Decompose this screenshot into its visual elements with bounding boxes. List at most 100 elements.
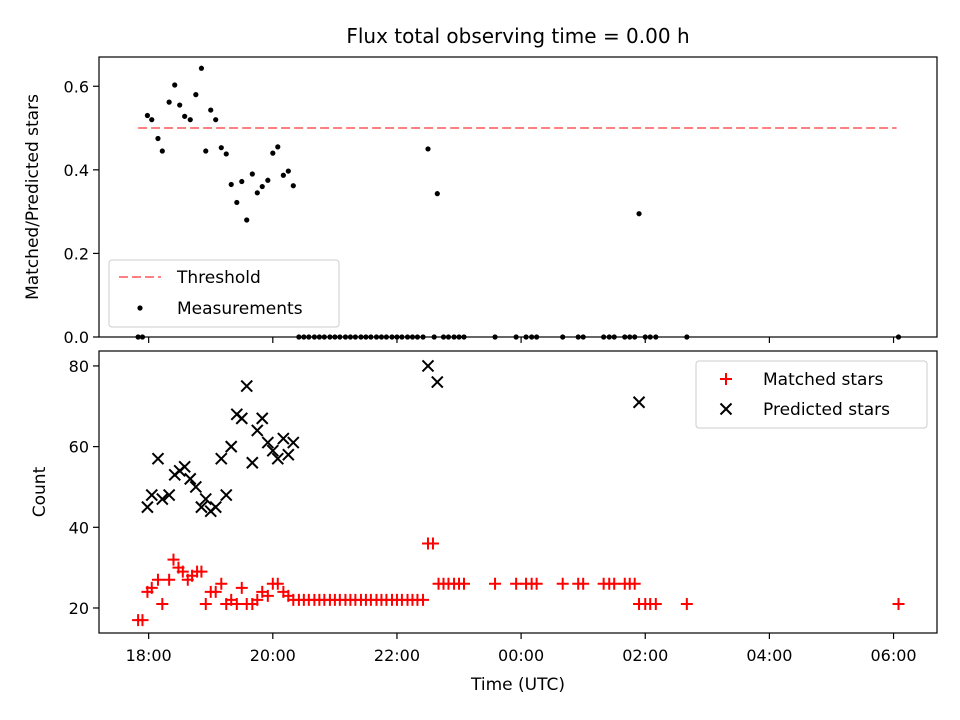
measurement-point [285, 168, 291, 174]
matched-stars-point [215, 577, 228, 590]
measurement-point [193, 92, 199, 98]
measurement-point [144, 112, 151, 119]
predicted-stars-point [141, 500, 154, 514]
matched-stars-point [195, 565, 208, 578]
axes-frame [98, 56, 938, 338]
legend-measurements-swatch [137, 305, 143, 311]
predicted-stars-point [220, 488, 233, 502]
matched-stars-point [271, 577, 284, 590]
matched-stars-point [261, 589, 274, 602]
measurement-point [218, 145, 224, 151]
predicted-stars-point [215, 452, 228, 465]
predicted-stars-point [156, 492, 169, 506]
measurement-point [228, 181, 234, 188]
legend: Threshold Measurements [108, 259, 340, 328]
measurement-point [159, 148, 165, 154]
predicted-stars-point [225, 440, 238, 453]
matched-stars-point [251, 593, 264, 606]
measurement-point [149, 117, 155, 123]
measurement-point [172, 82, 178, 88]
x-tick-label: 20:00 [250, 646, 296, 665]
matched-stars-point [577, 577, 590, 590]
matched-stars-point [530, 577, 543, 590]
y-tick-label: 0.4 [64, 161, 89, 180]
predicted-stars-point [261, 436, 275, 449]
predicted-stars-point [246, 456, 259, 469]
measurement-point [434, 191, 440, 197]
measurement-point [208, 107, 214, 113]
legend: Matched stars Predicted stars [695, 360, 928, 429]
predicted-stars-point [240, 379, 253, 393]
legend-box [695, 360, 928, 429]
legend-label-threshold: Threshold [176, 268, 261, 288]
measurement-point [636, 211, 642, 217]
legend-label-measurements: Measurements [177, 299, 303, 319]
predicted-stars-point [209, 500, 222, 514]
y-axis-label: Count [30, 466, 50, 517]
predicted-stars-point [189, 480, 203, 494]
matched-stars-point [163, 573, 176, 586]
matched-stars-point [649, 597, 662, 610]
matched-stars-point [167, 553, 180, 566]
measurement-point [239, 178, 245, 185]
ratio-panel: 0.0 0.2 0.4 0.6 Matched/Predicted stars Thres… [23, 56, 938, 347]
matched-stars-point [608, 577, 621, 590]
x-tick-label: 00:00 [498, 646, 544, 665]
matched-stars-point [628, 577, 641, 590]
series-matched-stars [132, 537, 905, 627]
predicted-stars-point [277, 432, 290, 445]
legend-box [108, 259, 340, 328]
series-predicted-stars [141, 359, 646, 518]
y-tick-label: 80 [69, 357, 89, 376]
matched-stars-point [892, 597, 905, 610]
y-tick-label: 0.0 [64, 328, 89, 347]
measurement-point [213, 117, 219, 123]
matched-stars-point [489, 577, 502, 590]
matched-stars-point [151, 573, 164, 586]
x-tick-label: 22:00 [374, 646, 420, 665]
measurement-point [187, 117, 193, 123]
predicted-stars-point [235, 412, 248, 425]
measurement-point [182, 113, 188, 119]
matched-stars-point [199, 597, 212, 610]
y-axis-label: Matched/Predicted stars [23, 94, 43, 300]
predicted-stars-point [287, 436, 300, 449]
matched-stars-point [176, 565, 189, 578]
predicted-stars-point [162, 488, 176, 502]
y-tick-label: 40 [69, 518, 89, 537]
measurement-point [155, 135, 161, 142]
predicted-stars-point [199, 492, 212, 506]
x-tick-label: 02:00 [622, 646, 668, 665]
y-tick-label: 0.6 [64, 77, 89, 96]
measurement-point [425, 146, 431, 152]
legend-predicted-swatch [719, 402, 733, 416]
measurement-point [270, 150, 276, 156]
x-axis-label: Time (UTC) [470, 675, 565, 695]
legend-label-matched: Matched stars [763, 370, 883, 390]
predicted-stars-point [266, 444, 280, 457]
matched-stars-point [680, 597, 693, 610]
matched-stars-point [235, 581, 248, 594]
measurement-point [166, 99, 172, 105]
predicted-stars-point [151, 452, 165, 465]
counts-panel: 20 40 60 80 18:00 20:00 22:00 00:00 02:00 04:00 06… [30, 350, 938, 665]
measurement-point [280, 172, 286, 178]
matched-stars-point [136, 614, 149, 627]
measurement-point [177, 102, 183, 108]
predicted-stars-point [178, 460, 191, 473]
predicted-stars-point [256, 412, 269, 425]
measurement-point [234, 199, 240, 206]
legend-label-predicted: Predicted stars [763, 400, 890, 420]
y-tick-label: 0.2 [64, 244, 89, 263]
legend-matched-swatch [720, 373, 732, 385]
matched-stars-point [426, 537, 439, 550]
matched-stars-point [145, 581, 158, 594]
predicted-stars-point [271, 452, 284, 465]
measurement-point [198, 65, 205, 71]
matched-stars-point [156, 597, 169, 610]
predicted-stars-point [421, 359, 435, 373]
matched-stars-point [556, 577, 569, 590]
y-tick-label: 60 [69, 438, 89, 457]
